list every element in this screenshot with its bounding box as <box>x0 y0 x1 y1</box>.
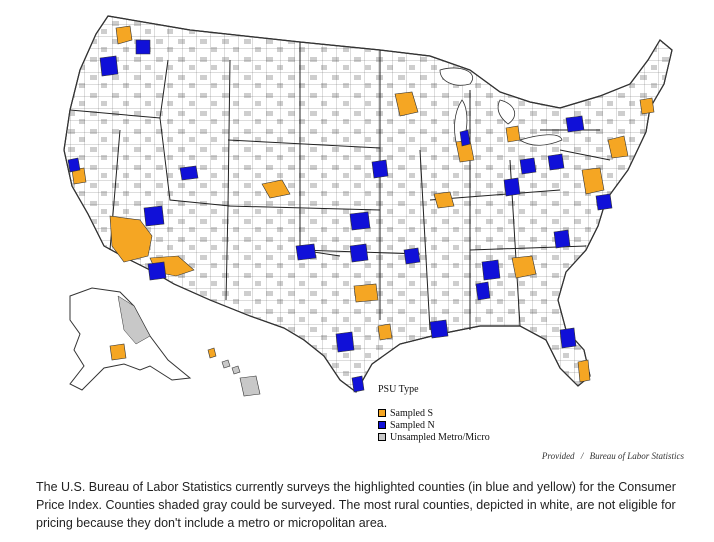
legend-label: Sampled N <box>390 419 435 431</box>
map-legend: PSU Type Sampled S Sampled N Unsampled M… <box>378 384 490 443</box>
alaska <box>69 287 192 391</box>
legend-label: Sampled S <box>390 407 434 419</box>
map-region-sampled-n <box>335 331 355 353</box>
map-region-sampled-n <box>147 261 167 281</box>
map-region-sampled-n <box>553 229 571 249</box>
map-region-sampled-s <box>433 191 455 209</box>
map-region-sampled-n <box>135 39 151 55</box>
map-region-sampled-n <box>67 157 81 173</box>
legend-item-sampled-s: Sampled S <box>378 407 490 419</box>
map-region-sampled-s <box>581 167 605 195</box>
map-region-sampled-n <box>475 281 491 301</box>
map-region-sampled-s <box>109 215 153 263</box>
map-region-sampled-s <box>577 359 591 383</box>
map-region-sampled-s <box>505 125 521 143</box>
map-region-sampled-n <box>349 211 371 231</box>
legend-item-sampled-n: Sampled N <box>378 419 490 431</box>
map-region-sampled-n <box>429 319 449 339</box>
contiguous-us <box>63 15 673 393</box>
sampled-n-regions <box>67 39 613 393</box>
map-region-sampled-s <box>394 91 419 117</box>
map-region-sampled-s <box>261 179 291 199</box>
hawaii <box>207 347 261 397</box>
map-region-sampled-n <box>565 115 585 133</box>
legend-item-unsampled: Unsampled Metro/Micro <box>378 431 490 443</box>
map-region-sampled-s <box>511 255 537 279</box>
map-region-sampled-s <box>115 25 133 45</box>
map-region-sampled-n <box>295 243 317 261</box>
image-caption: The U.S. Bureau of Labor Statistics curr… <box>36 480 676 530</box>
map-region-sampled-n <box>459 129 471 147</box>
credit-provided: Provided <box>541 451 575 461</box>
map-region-sampled-n <box>179 165 199 181</box>
legend-swatch <box>378 421 386 429</box>
us-county-map: PSU Type Sampled S Sampled N Unsampled M… <box>63 15 673 443</box>
map-region-sampled-s <box>377 323 393 341</box>
legend-swatch <box>378 409 386 417</box>
map-region-sampled-s <box>353 283 379 303</box>
map-region-sampled-n <box>519 157 537 175</box>
map-region-sampled-n <box>403 247 421 265</box>
map-region-sampled-n <box>99 55 119 77</box>
legend-swatch <box>378 433 386 441</box>
map-region-sampled-n <box>351 375 365 393</box>
map-region-sampled-n <box>371 159 389 179</box>
credit-source: Bureau of Labor Statistics <box>589 451 684 461</box>
legend-title: PSU Type <box>378 384 419 395</box>
map-region-sampled-n <box>349 243 369 263</box>
map-region-sampled-n <box>559 327 577 349</box>
image-credit: Provided / Bureau of Labor Statistics <box>542 451 684 461</box>
map-region-sampled-n <box>481 259 501 281</box>
map-canvas <box>63 15 673 397</box>
sampled-s-regions <box>71 25 655 383</box>
map-region-sampled-n <box>143 205 165 227</box>
credit-separator: / <box>580 451 584 461</box>
map-region-sampled-n <box>547 153 565 171</box>
map-region-sampled-s <box>639 97 655 115</box>
map-region-sampled-n <box>595 193 613 211</box>
legend-label: Unsampled Metro/Micro <box>390 431 490 443</box>
map-region-sampled-s <box>607 135 629 159</box>
map-region-sampled-n <box>503 177 521 197</box>
